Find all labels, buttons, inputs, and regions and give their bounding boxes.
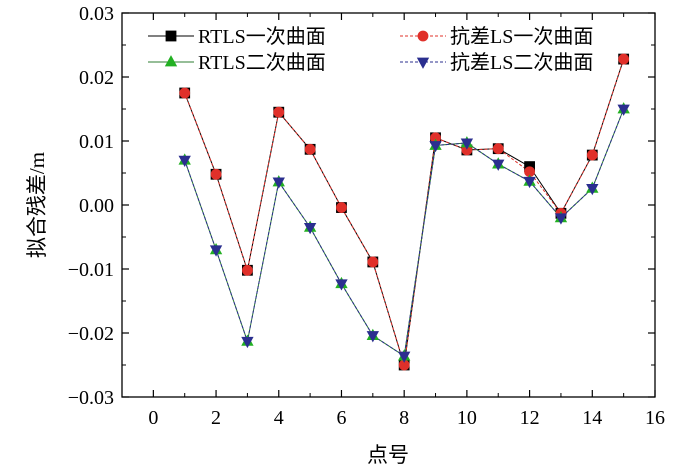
x-axis-label: 点号 (367, 443, 409, 467)
series-2-point (242, 264, 253, 276)
y-tick-label: 0.00 (79, 195, 114, 217)
axis-ticks: 0 2 4 6 8 10 12 14 16 −0.03 −0.02 −0.01 0.00 0.01 0.02… (68, 3, 665, 429)
series-2-point (367, 256, 379, 268)
series-4-point (335, 279, 348, 291)
series-4-point (586, 183, 599, 196)
x-tick-label: 16 (645, 407, 665, 429)
y-tick-label: 0.03 (79, 3, 114, 25)
series-4-point (523, 176, 536, 189)
x-tick-label: 0 (148, 407, 158, 429)
y-tick-label: 0.01 (79, 131, 114, 153)
x-tick-label: 2 (211, 407, 221, 429)
series-2-point (336, 202, 347, 213)
x-tick-label: 10 (457, 407, 477, 429)
series-4-point (178, 155, 191, 168)
series-4-point (554, 213, 568, 225)
legend: RTLS一次曲面 抗差LS一次曲面 RTLS二次曲面 抗差LS二次曲面 (148, 25, 593, 74)
x-tick-label: 8 (399, 407, 409, 429)
series-4-point (209, 245, 223, 257)
series-markers (178, 53, 630, 371)
legend-marker-3 (164, 55, 178, 67)
series-2-point (179, 87, 191, 99)
series-4-point (241, 336, 254, 349)
series-2-point (273, 106, 285, 118)
y-tick-label: −0.03 (68, 387, 114, 409)
x-tick-label: 6 (336, 407, 346, 429)
y-axis-label: 拟合残差/m (25, 152, 49, 258)
x-tick-label: 14 (582, 407, 602, 429)
series-line-2 (184, 58, 625, 366)
legend-label-2: 抗差LS一次曲面 (450, 25, 593, 48)
legend-label-3: RTLS二次曲面 (198, 51, 326, 74)
series-line-4 (184, 108, 625, 357)
y-tick-label: −0.01 (68, 259, 114, 281)
series-4-point (617, 104, 630, 116)
legend-marker-2 (417, 30, 429, 42)
x-tick-label: 12 (520, 407, 540, 429)
y-tick-label: −0.02 (68, 323, 114, 345)
series-line-3 (184, 108, 625, 357)
series-4-point (492, 159, 505, 171)
x-tick-label: 4 (274, 407, 284, 429)
series-4-point (460, 138, 474, 150)
legend-label-1: RTLS一次曲面 (198, 25, 326, 48)
legend-label-4: 抗差LS二次曲面 (450, 51, 593, 74)
series-4-point (366, 331, 380, 343)
series-4-point (397, 351, 411, 363)
legend-marker-4 (416, 57, 430, 69)
series-2-point (618, 53, 630, 65)
series-2-point (586, 149, 598, 161)
series-4-point (272, 177, 285, 189)
legend-marker-1 (165, 30, 177, 42)
series-4-point (429, 141, 442, 153)
series-4-point (303, 222, 317, 235)
series-2-point (492, 143, 504, 155)
series-2-point (304, 143, 316, 155)
y-tick-label: 0.02 (79, 67, 114, 89)
series-2-point (210, 168, 222, 180)
